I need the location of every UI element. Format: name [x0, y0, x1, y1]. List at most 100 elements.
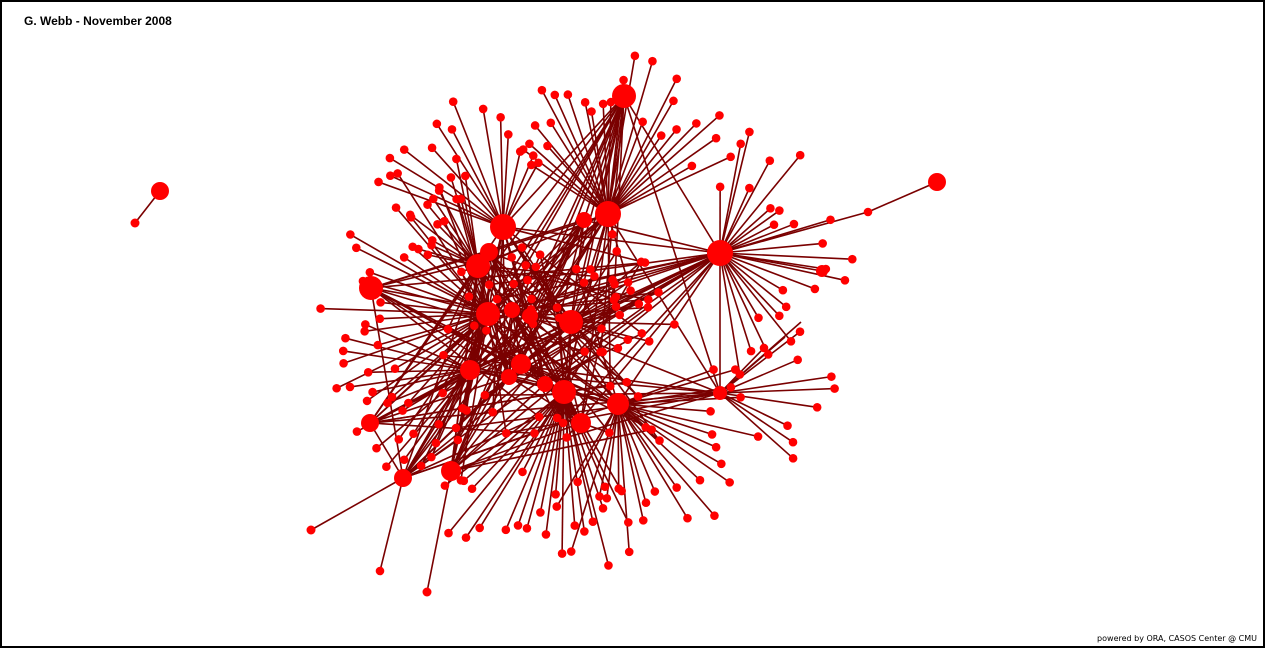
network-node: [482, 326, 491, 335]
network-edge: [310, 477, 404, 531]
network-edge: [436, 123, 504, 228]
network-node: [475, 523, 484, 533]
network-edge: [521, 391, 565, 473]
network-node: [530, 121, 540, 130]
network-node: [346, 230, 355, 239]
network-node: [566, 547, 576, 556]
network-edge: [465, 265, 479, 411]
network-node: [362, 396, 372, 406]
network-node: [525, 139, 534, 149]
network-node: [351, 243, 361, 253]
network-node: [536, 508, 545, 517]
network-edge: [719, 252, 853, 260]
network-node: [788, 454, 798, 463]
network-edge: [483, 95, 625, 313]
network-edge: [623, 95, 721, 394]
network-node: [383, 398, 392, 408]
network-node: [638, 117, 647, 127]
network-node: [590, 271, 599, 281]
network-edge: [719, 375, 832, 394]
network-edge: [719, 131, 751, 254]
network-node: [518, 467, 527, 477]
network-edge: [504, 213, 609, 377]
network-node: [605, 381, 615, 391]
network-edge: [426, 470, 452, 593]
network-node: [535, 250, 545, 259]
network-node: [759, 343, 769, 353]
network-node: [607, 393, 629, 415]
network-node: [641, 422, 651, 432]
network-node: [372, 443, 381, 453]
network-edge: [607, 165, 693, 215]
network-node: [456, 194, 466, 204]
network-edge: [719, 392, 794, 459]
network-node: [459, 476, 469, 486]
network-node: [745, 127, 754, 137]
network-edge: [539, 391, 565, 513]
network-node: [706, 407, 715, 416]
network-node: [573, 477, 582, 487]
network-edge: [719, 252, 780, 317]
network-node: [513, 521, 523, 530]
network-node: [404, 398, 413, 408]
network-edge: [378, 181, 504, 228]
network-edge: [623, 95, 721, 254]
network-edge: [583, 95, 625, 221]
network-node: [788, 437, 798, 447]
network-node: [637, 329, 647, 338]
network-node: [522, 308, 538, 324]
network-node: [422, 587, 432, 597]
network-node: [570, 521, 580, 530]
network-edge: [369, 252, 721, 424]
network-node: [596, 347, 605, 357]
network-node: [769, 220, 779, 230]
network-node: [507, 252, 517, 262]
network-node: [534, 158, 543, 168]
network-node: [438, 388, 447, 398]
network-node: [709, 365, 718, 374]
network-node: [352, 427, 362, 436]
network-node: [707, 430, 717, 439]
network-edge: [452, 101, 504, 228]
network-node: [928, 173, 946, 191]
network-node: [595, 201, 621, 227]
network-edge: [719, 242, 823, 254]
network-node: [374, 177, 383, 187]
network-node: [552, 502, 562, 511]
network-node: [580, 527, 589, 536]
network-edge: [617, 403, 759, 438]
network-edge: [617, 403, 656, 492]
network-node: [795, 150, 805, 160]
network-node: [466, 254, 490, 278]
network-node: [440, 481, 450, 490]
network-node: [572, 264, 581, 274]
network-node: [707, 240, 733, 266]
network-edge: [499, 117, 504, 228]
network-node: [429, 194, 438, 204]
network-node: [414, 244, 423, 254]
network-edge: [617, 252, 721, 405]
network-edge: [483, 311, 619, 405]
network-edge: [529, 306, 649, 317]
network-edge: [370, 261, 478, 289]
network-node: [409, 429, 418, 439]
network-edge: [719, 387, 835, 394]
network-node: [467, 484, 477, 494]
network-edge: [607, 135, 662, 215]
network-node: [602, 493, 612, 503]
network-edge: [719, 252, 787, 308]
network-node: [504, 130, 513, 139]
network-node: [427, 236, 437, 245]
network-node: [432, 119, 442, 129]
network-node: [687, 161, 697, 171]
network-edge: [617, 403, 689, 519]
network-edge: [719, 252, 769, 355]
network-edge: [719, 252, 752, 352]
network-node: [640, 258, 650, 267]
network-edge: [607, 213, 721, 394]
network-node: [434, 186, 444, 195]
network-node: [818, 239, 827, 248]
network-edge: [570, 321, 675, 326]
network-node: [609, 295, 619, 305]
